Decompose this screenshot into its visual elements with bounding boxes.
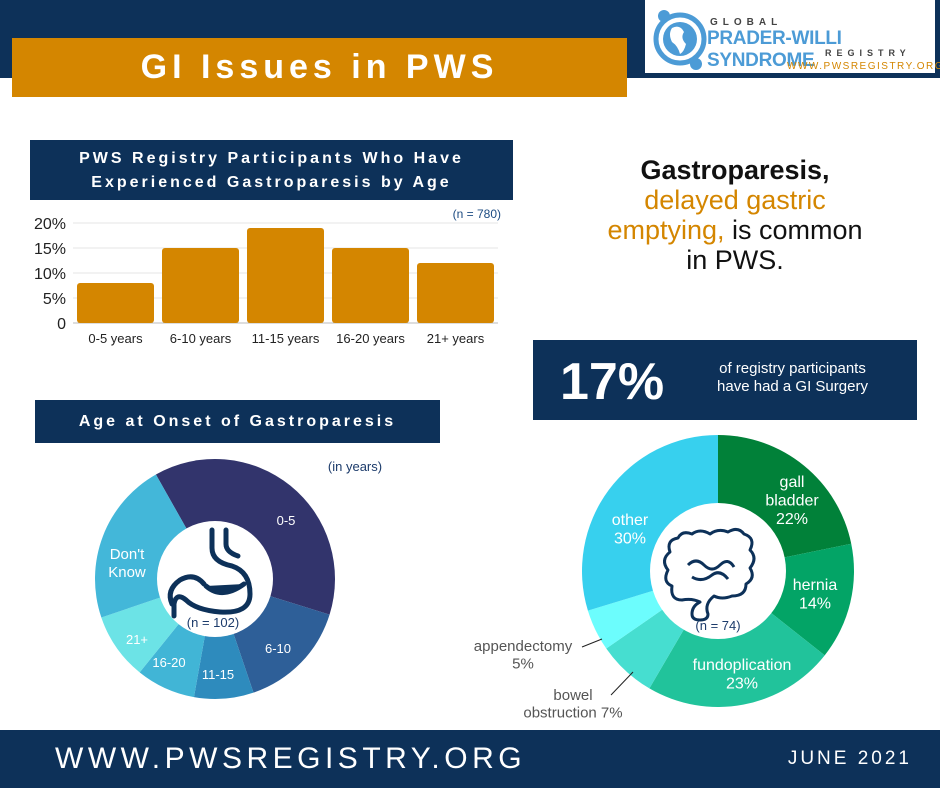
slice-label: bowel obstruction 7% [523,687,622,721]
surgery-percent: 17% [560,353,665,411]
bar-chart-title: PWS Registry Participants Who Have Exper… [30,140,513,200]
x-tick-label: 6-10 years [170,331,232,346]
slice-label-3: 16-20 [152,655,185,670]
bar-chart: 0 5% 10% 15% 20% (n = 780) 0-5 years 6-10 years… [34,207,501,346]
sample-size: (n = 74) [695,618,740,633]
onset-chart-title: Age at Onset of Gastroparesis [35,400,440,443]
leader-line [610,671,634,696]
footer-date: JUNE 2021 [787,748,912,769]
headline-rest-2: in PWS. [686,245,784,275]
y-tick-label: 15% [34,241,66,258]
bar-0-5-years [77,283,154,323]
headline-bold: Gastroparesis, [640,155,830,185]
slice-11-15 [193,579,254,699]
sample-size-note: (n = 780) [453,207,501,221]
donut-hole [650,503,786,639]
slice-label: appendectomy 5% [474,638,573,672]
headline-rest-1: is common [724,215,863,245]
x-tick-label: 16-20 years [336,331,405,346]
footer: WWW.PWSREGISTRY.ORG JUNE 2021 [0,730,940,788]
logo-url: WWW.PWSREGISTRY.ORG [787,61,940,72]
slice-label: fundoplication 23% [693,657,792,692]
headline: Gastroparesis, delayed gastric emptying,… [585,155,885,275]
sample-size: (n = 102) [187,615,239,630]
headline-orange-2: emptying, [607,215,725,245]
slice-label-4: 21+ [126,632,148,647]
leader-line [581,638,603,648]
stomach-icon [167,527,253,619]
surgery-donut-chart: gall bladder 22% hernia 14% fundoplication 23%… [474,435,854,721]
registry-logo[interactable]: GLOBAL PRADER-WILLI SYNDROME REGISTRY WW… [645,0,940,76]
page-title: GI Issues in PWS [12,38,627,97]
unit-note: (in years) [328,459,382,474]
slice-label: other 30% [612,512,649,547]
onset-donut-chart: 0-5 6-10 11-15 16-20 21+ Don't Know (in years) (… [95,459,382,699]
x-tick-label: 0-5 years [88,331,143,346]
headline-orange-1: delayed gastric [644,185,826,215]
x-tick-label: 11-15 years [252,331,320,346]
globe-icon [653,10,707,70]
slice-label-2: 11-15 [202,667,234,682]
slice-label: gall bladder 22% [765,474,819,528]
surgery-text: of registry participants have had a GI S… [717,360,868,395]
bar-11-15-years [247,228,324,323]
y-tick-label: 20% [34,216,66,233]
y-tick-label: 10% [34,266,66,283]
y-tick-label: 5% [43,291,66,308]
y-tick-label: 0 [57,316,66,333]
bar-6-10-years [162,248,239,323]
footer-url[interactable]: WWW.PWSREGISTRY.ORG [55,742,527,775]
bar-16-20-years [332,248,409,323]
x-tick-label: 21+ years [427,331,485,346]
surgery-stat-box: 17% of registry participants have had a … [533,340,917,420]
logo-global: GLOBAL [710,17,783,28]
logo-name: PRADER-WILLI SYNDROME [707,28,842,71]
slice-label-0: 0-5 [277,513,296,528]
slice-fundoplication [649,571,825,707]
bar-21-years [417,263,494,323]
intestine-icon [663,527,756,622]
logo-registry: REGISTRY [825,48,911,58]
slice-label-5: Don't Know [108,546,146,581]
slice-label-1: 6-10 [265,641,291,656]
slice-label: hernia 14% [793,577,838,612]
